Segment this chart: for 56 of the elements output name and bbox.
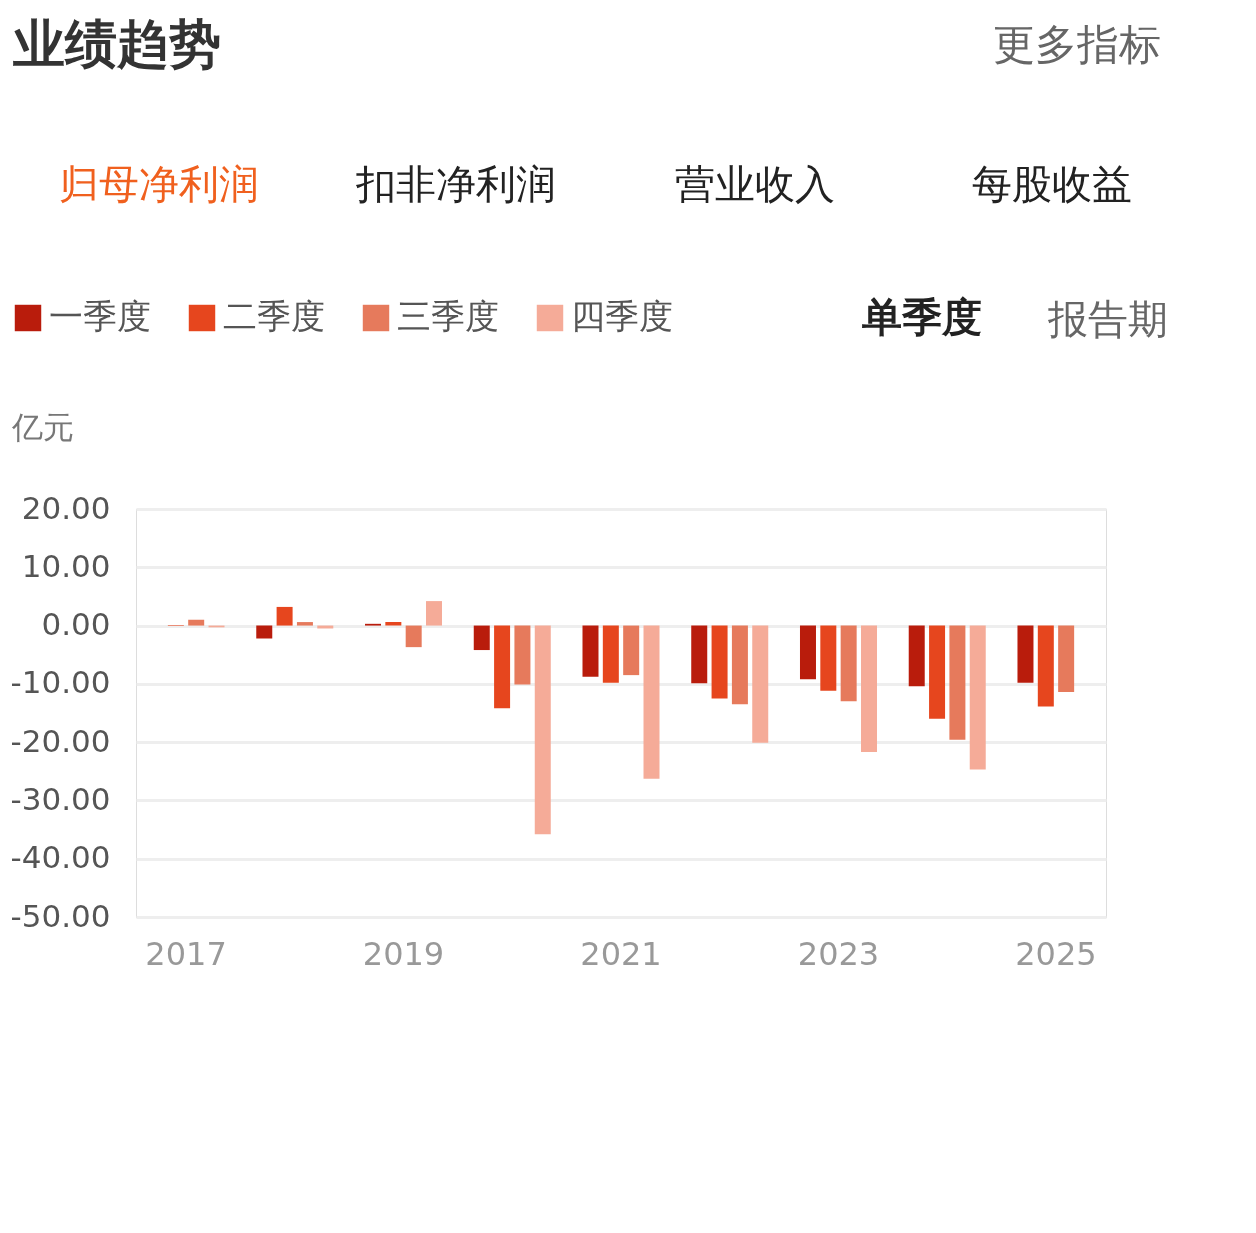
y-tick-label: 0.00 [41,606,111,643]
bar [643,625,660,779]
bar [908,625,925,687]
bar [276,606,293,626]
bar [385,622,402,626]
y-tick-label: -10.00 [10,664,111,701]
bar [534,625,551,835]
y-tick-label: -30.00 [10,780,111,817]
bar [188,619,205,626]
y-axis-title: 亿元 [10,408,74,445]
y-tick-label: -40.00 [10,839,111,876]
x-tick-label: 2019 [362,934,445,973]
bar [514,625,531,685]
bar [969,625,986,770]
bar [949,625,966,740]
bar [602,625,619,683]
bar [799,625,816,680]
text: 报告期 [1047,296,1168,342]
y-tick-label: 10.00 [21,547,111,584]
text: 更多指标 [993,20,1161,69]
y-tick-label: -20.00 [10,722,111,759]
bar [494,625,511,709]
text: 扣非净利润 [355,161,556,207]
bar [582,625,599,677]
text: 归母净利润 [59,161,259,207]
bar [426,601,443,626]
bar [405,625,422,648]
text: 每股收益 [972,161,1132,207]
legend-label: 一季度 [49,296,151,336]
bar [1058,625,1075,693]
y-tick-label: 20.00 [21,489,111,526]
text: 营业收入 [675,161,835,207]
x-tick-label: 2017 [145,934,227,973]
bar [711,625,728,699]
bar [691,625,708,684]
legend-label: 四季度 [571,296,673,336]
bar [860,625,877,753]
bar [820,625,837,691]
x-tick-label: 2025 [1015,934,1097,973]
bar [752,625,769,743]
bar [623,625,640,676]
legend-label: 二季度 [223,296,325,336]
bar [1017,625,1034,683]
bar [731,625,748,705]
legend-label: 三季度 [397,296,499,336]
x-tick-label: 2021 [580,934,662,973]
bar [296,622,313,626]
chart-title: 业绩趋势 [12,14,221,74]
bar [929,625,946,719]
bar [840,625,857,702]
y-tick-label: -50.00 [10,897,111,934]
text: 单季度 [861,294,982,340]
bar [473,625,490,651]
bar [256,625,273,639]
x-tick-label: 2023 [797,934,880,973]
bar [1037,625,1054,707]
